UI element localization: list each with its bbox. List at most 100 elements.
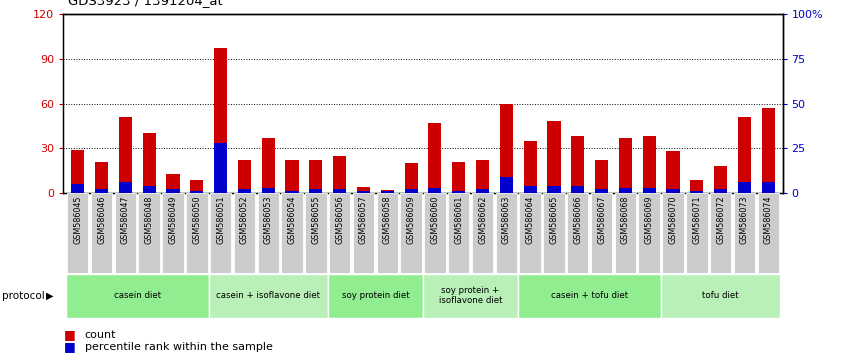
Bar (381, 190, 394, 193)
Bar (571, 136, 585, 193)
Text: GSM586053: GSM586053 (264, 195, 272, 244)
Text: casein + tofu diet: casein + tofu diet (551, 291, 629, 300)
Text: GSM586071: GSM586071 (692, 195, 701, 244)
Bar (404, 189, 418, 193)
Bar (757, 193, 779, 273)
Bar (662, 193, 684, 273)
Bar (639, 193, 660, 273)
Bar (714, 166, 728, 193)
Bar (381, 191, 394, 193)
Bar (496, 193, 517, 273)
Bar (238, 189, 251, 193)
Bar (333, 156, 346, 193)
Bar (310, 189, 322, 193)
Bar (524, 186, 536, 193)
Bar (190, 191, 203, 193)
Text: GSM586048: GSM586048 (145, 195, 154, 244)
Bar (690, 191, 703, 193)
Bar (115, 193, 136, 273)
Bar (543, 193, 564, 273)
Bar (710, 193, 731, 273)
Text: GSM586047: GSM586047 (121, 195, 129, 244)
Text: GSM586064: GSM586064 (525, 195, 535, 244)
Bar (615, 193, 636, 273)
Bar (143, 186, 156, 193)
Bar (257, 193, 279, 273)
Bar (214, 48, 228, 193)
Text: GSM586067: GSM586067 (597, 195, 606, 244)
Bar (91, 193, 113, 273)
Bar (714, 189, 728, 193)
Bar (519, 274, 661, 318)
Bar (424, 193, 446, 273)
Bar (476, 160, 489, 193)
Bar (95, 162, 108, 193)
Bar (95, 189, 108, 193)
Bar (524, 141, 536, 193)
Text: GSM586060: GSM586060 (431, 195, 439, 244)
Text: GSM586058: GSM586058 (382, 195, 392, 244)
Bar (167, 173, 179, 193)
Bar (428, 123, 442, 193)
Bar (452, 191, 465, 193)
Bar (261, 188, 275, 193)
Bar (186, 193, 207, 273)
Text: tofu diet: tofu diet (702, 291, 739, 300)
Text: GSM586070: GSM586070 (668, 195, 678, 244)
Text: protocol: protocol (2, 291, 45, 301)
Bar (667, 151, 679, 193)
Text: GSM586061: GSM586061 (454, 195, 464, 244)
Text: GSM586054: GSM586054 (288, 195, 297, 244)
Bar (71, 184, 85, 193)
Text: GSM586066: GSM586066 (574, 195, 582, 244)
Bar (333, 189, 346, 193)
Bar (118, 117, 132, 193)
Text: GSM586072: GSM586072 (717, 195, 725, 244)
Text: soy protein diet: soy protein diet (342, 291, 409, 300)
Bar (519, 193, 541, 273)
Bar (690, 179, 703, 193)
Bar (595, 160, 608, 193)
Text: ■: ■ (63, 341, 75, 353)
Bar (238, 160, 251, 193)
Bar (285, 160, 299, 193)
Bar (353, 193, 374, 273)
Bar (733, 193, 755, 273)
Bar (404, 163, 418, 193)
Text: casein + isoflavone diet: casein + isoflavone diet (217, 291, 321, 300)
Text: ▶: ▶ (46, 291, 53, 301)
Bar (500, 177, 513, 193)
Bar (571, 186, 585, 193)
Bar (643, 136, 656, 193)
Bar (547, 186, 561, 193)
Bar (761, 108, 775, 193)
Text: GSM586065: GSM586065 (549, 195, 558, 244)
Text: GDS3923 / 1391204_at: GDS3923 / 1391204_at (68, 0, 222, 7)
Text: percentile rank within the sample: percentile rank within the sample (85, 342, 272, 352)
Bar (214, 143, 228, 193)
Bar (400, 193, 422, 273)
Bar (567, 193, 589, 273)
Text: GSM586063: GSM586063 (502, 195, 511, 244)
Bar (423, 274, 519, 318)
Text: GSM586059: GSM586059 (407, 195, 415, 244)
Text: soy protein +
isoflavone diet: soy protein + isoflavone diet (439, 286, 503, 305)
Bar (618, 188, 632, 193)
Bar (310, 160, 322, 193)
Bar (357, 191, 370, 193)
Text: GSM586055: GSM586055 (311, 195, 321, 244)
Bar (472, 193, 493, 273)
Text: casein diet: casein diet (113, 291, 161, 300)
Bar (661, 274, 780, 318)
Bar (285, 191, 299, 193)
Bar (162, 193, 184, 273)
Bar (261, 138, 275, 193)
Bar (329, 193, 350, 273)
Bar (357, 187, 370, 193)
Text: ■: ■ (63, 328, 75, 341)
Text: GSM586056: GSM586056 (335, 195, 344, 244)
Bar (428, 188, 442, 193)
Bar (67, 193, 89, 273)
Bar (143, 133, 156, 193)
Bar (139, 193, 160, 273)
